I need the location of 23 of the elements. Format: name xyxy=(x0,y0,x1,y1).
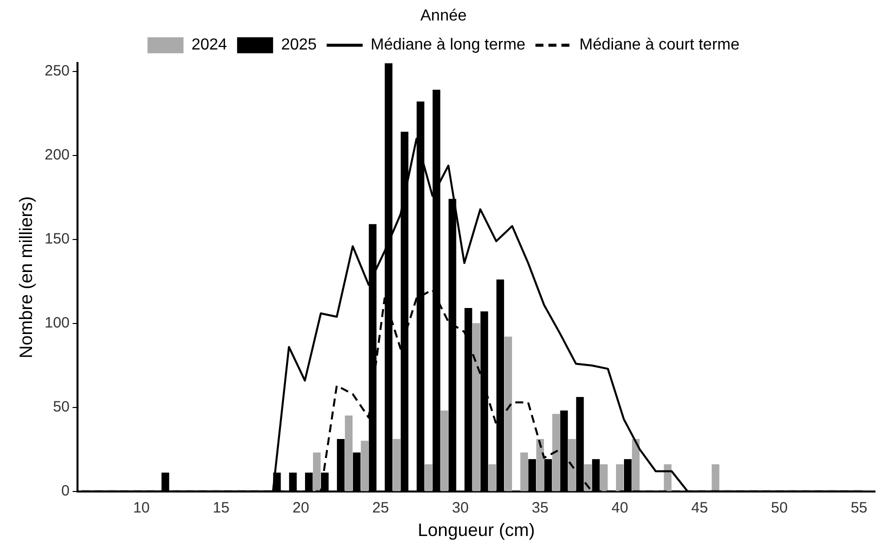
legend-title: Année xyxy=(420,7,467,24)
legend-label: 2025 xyxy=(281,36,317,54)
x-tick-label: 20 xyxy=(292,500,310,517)
y-tick-label: 200 xyxy=(44,146,70,164)
legend-label: Médiane à court terme xyxy=(579,36,740,54)
y-tick-label: 100 xyxy=(44,314,70,332)
y-tick-label: 250 xyxy=(44,62,70,80)
y-tick-label: 150 xyxy=(44,230,70,248)
x-tick-label: 40 xyxy=(611,500,628,517)
x-tick-label: 10 xyxy=(133,500,150,517)
y-axis-title: Nombre (en milliers) xyxy=(16,196,36,358)
x-tick-label: 25 xyxy=(372,500,389,517)
x-tick-label: 35 xyxy=(532,500,548,517)
x-tick-label: 55 xyxy=(850,500,868,517)
x-tick-label: 30 xyxy=(452,500,469,517)
legend-label: Médiane à long terme xyxy=(370,36,526,54)
legend-label: 2024 xyxy=(191,36,228,54)
x-tick-label: 15 xyxy=(212,500,230,517)
x-tick-label: 50 xyxy=(770,500,788,517)
y-tick-label: 0 xyxy=(61,482,70,500)
x-axis-title: Longueur (cm) xyxy=(418,520,535,540)
y-tick-label: 50 xyxy=(52,398,70,416)
x-tick-label: 45 xyxy=(691,500,708,517)
